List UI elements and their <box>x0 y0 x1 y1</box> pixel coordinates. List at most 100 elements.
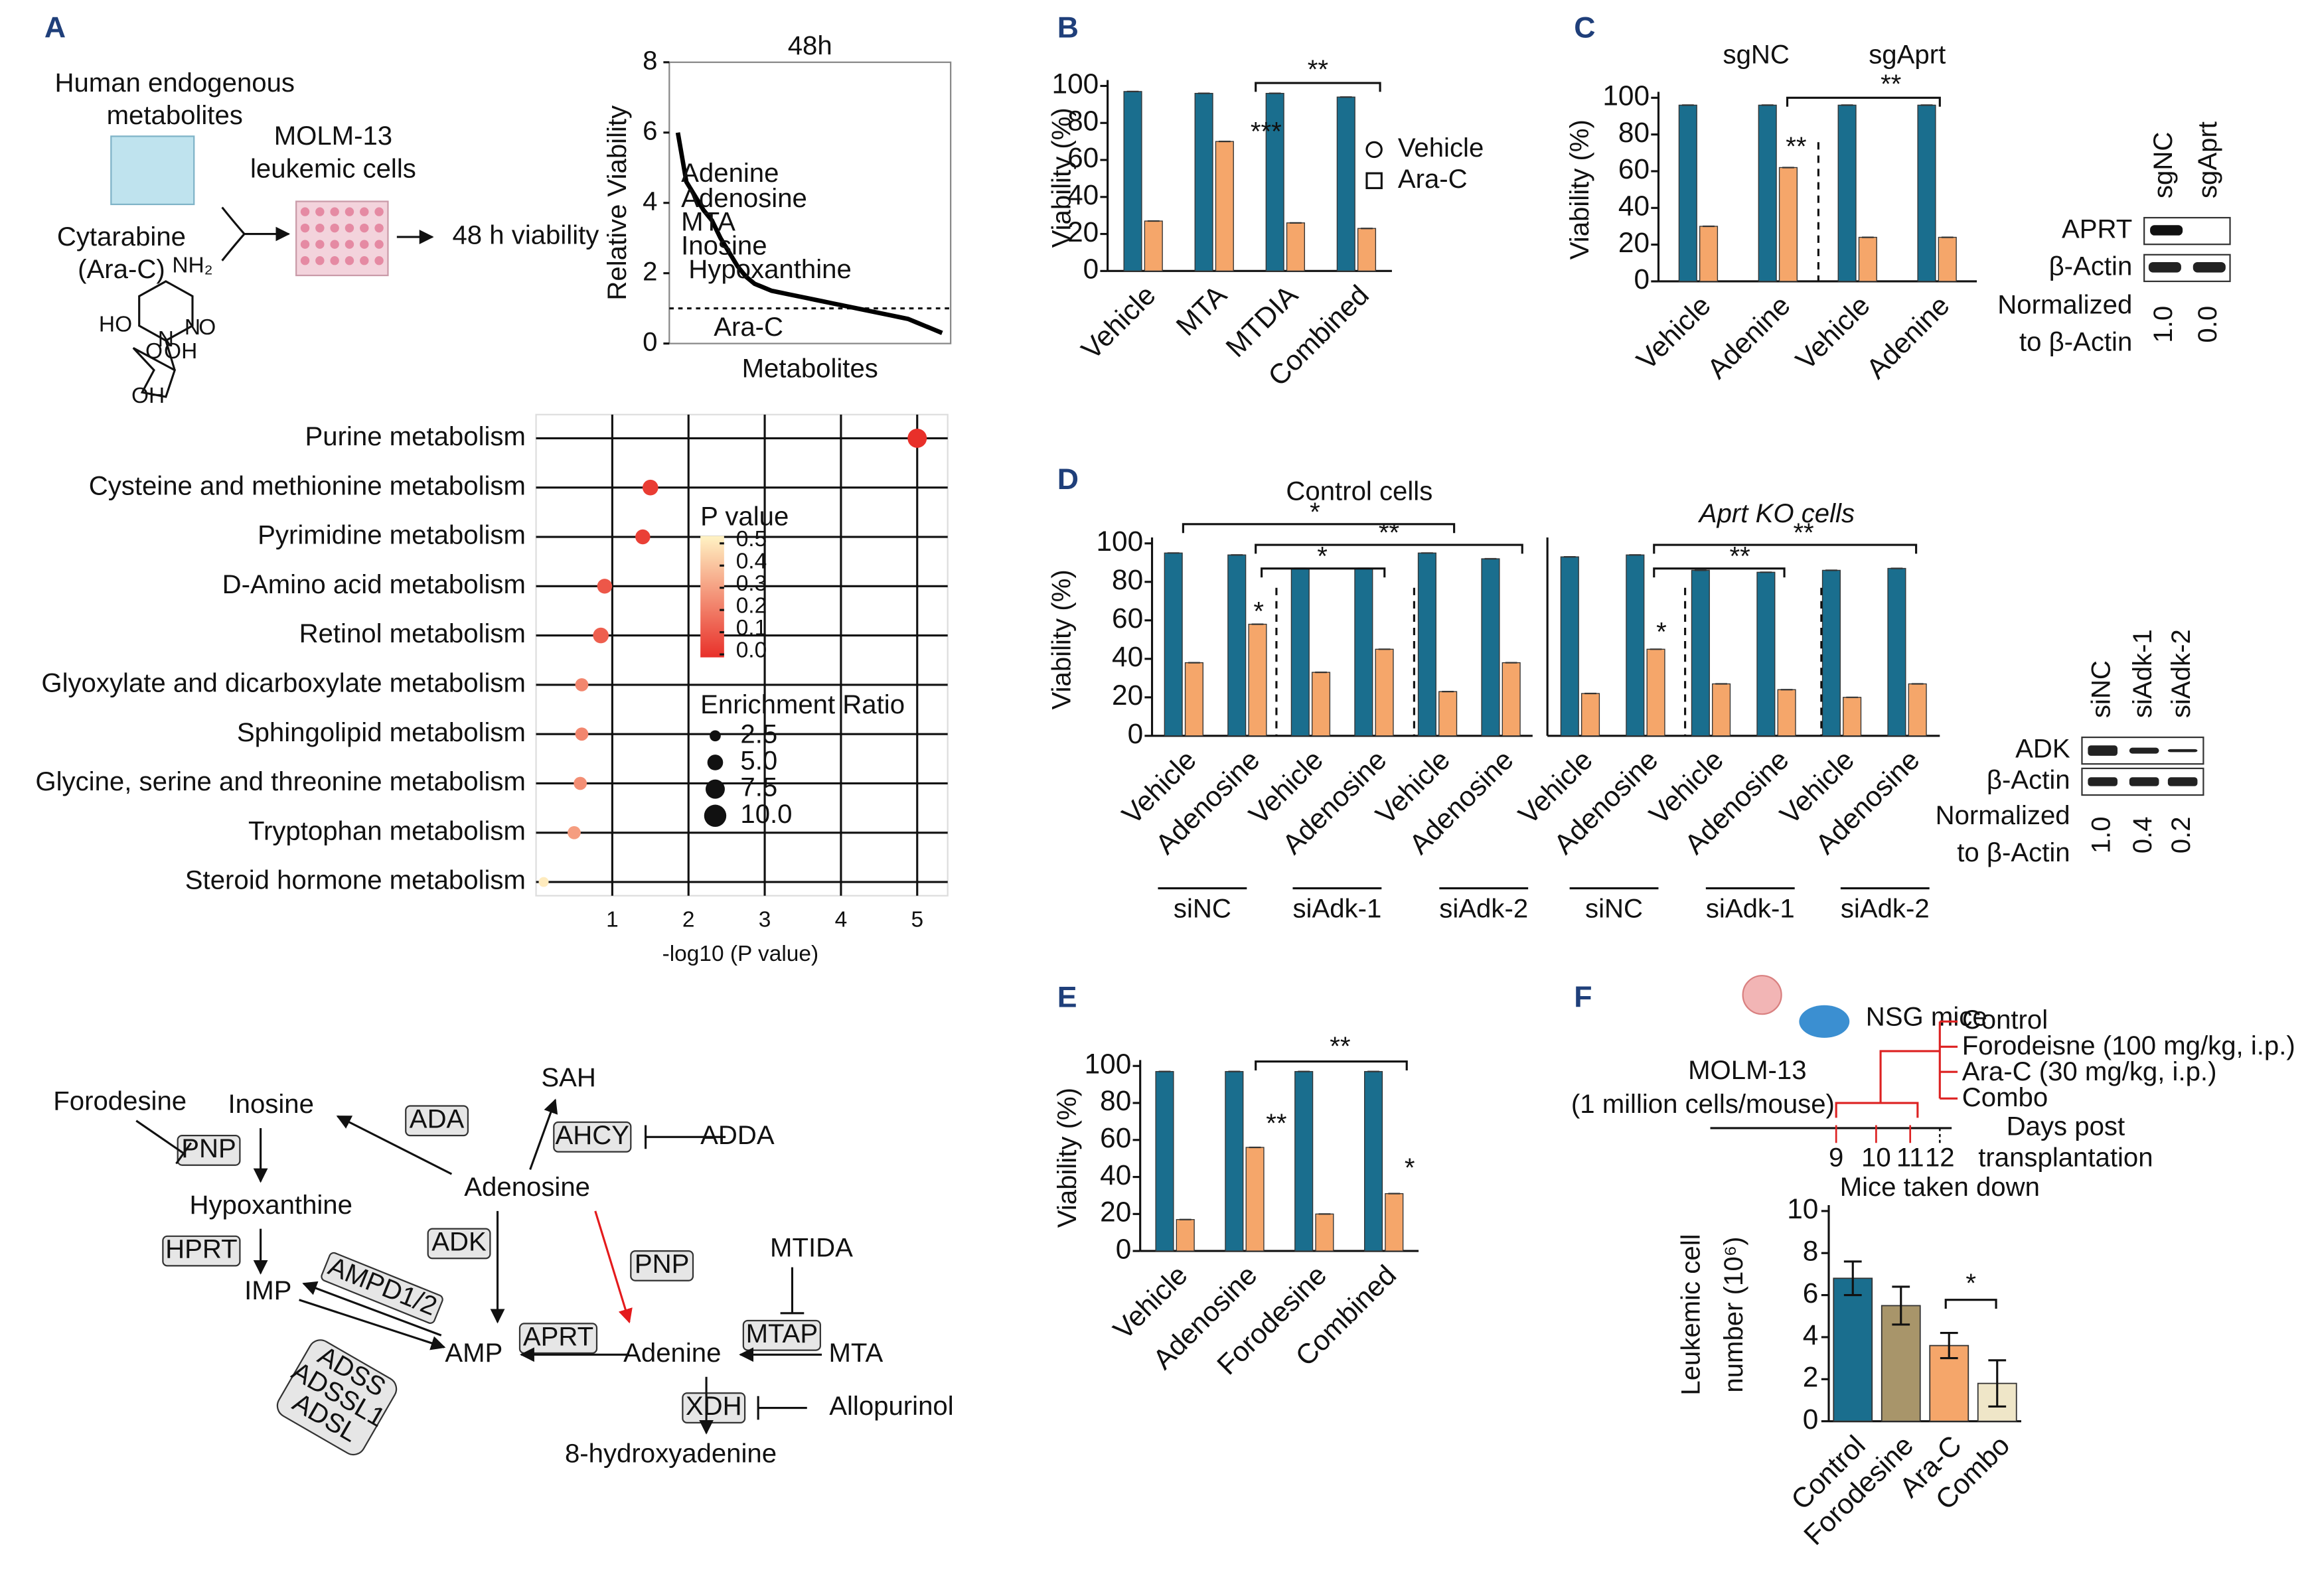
bar <box>1227 554 1247 737</box>
bar <box>1626 554 1645 737</box>
bracket <box>1255 82 1381 92</box>
group-label: siAdk-2 <box>1841 894 1930 924</box>
band <box>2167 777 2198 786</box>
colorbar <box>700 536 724 658</box>
bar <box>1678 104 1697 282</box>
well <box>345 207 354 216</box>
well <box>315 223 325 233</box>
y-tick-label: 4 <box>643 186 657 216</box>
legend-tick: 0.3 <box>736 571 767 596</box>
bar <box>1758 104 1777 282</box>
pathway-node: MTIDA <box>770 1232 853 1262</box>
inhibition <box>780 1267 805 1315</box>
lane-label: siNC <box>2086 660 2116 718</box>
bar <box>1502 662 1521 737</box>
dot <box>538 877 549 887</box>
category-label: D-Amino acid metabolism <box>222 569 526 599</box>
schematic-text: Cytarabine <box>57 222 186 252</box>
bar <box>1438 691 1458 737</box>
chart-title: 48h <box>788 31 832 60</box>
x-tick-label: Adenine <box>1701 289 1796 384</box>
bar <box>1294 1070 1314 1252</box>
day-label: 10 <box>1861 1142 1891 1172</box>
y-tick-label: 0 <box>1803 1404 1819 1435</box>
significance: * <box>1405 1153 1415 1183</box>
well <box>374 223 384 233</box>
well <box>315 256 325 265</box>
axis-label: Days post <box>2007 1112 2125 1141</box>
bar <box>1286 222 1305 272</box>
bar <box>1833 1277 1873 1422</box>
norm-value: 1.0 <box>2148 306 2178 343</box>
significance: ** <box>1730 542 1750 571</box>
pathway-node: Forodesine <box>53 1086 187 1116</box>
bar <box>1837 104 1857 282</box>
band <box>2088 745 2118 756</box>
row-label: β-Actin <box>1987 765 2070 795</box>
bracket <box>1786 96 1941 107</box>
molecule-label: O <box>198 315 216 340</box>
norm-value: 1.0 <box>2086 816 2116 853</box>
enzyme-box <box>518 1323 598 1354</box>
x-tick-label: 4 <box>835 907 848 932</box>
x-tick-label: 2 <box>682 907 695 932</box>
molecule-label: HO <box>99 313 132 337</box>
group-label: siNC <box>1174 894 1231 924</box>
legend-label: Ara-C <box>1398 164 1468 194</box>
legend-label: 2.5 <box>740 719 777 749</box>
well <box>360 207 369 216</box>
category-label: Sphingolipid metabolism <box>237 717 526 747</box>
y-tick-label: 60 <box>1100 1122 1131 1153</box>
well <box>300 240 310 249</box>
annotation: Adenosine <box>681 183 807 213</box>
data-line <box>675 132 943 335</box>
well <box>345 240 354 249</box>
significance: ** <box>1881 69 1901 99</box>
cells-label: (1 million cells/mouse) <box>1571 1089 1835 1119</box>
enzyme-box <box>553 1121 632 1153</box>
bracket <box>1255 1060 1408 1070</box>
legend-dot <box>707 755 724 770</box>
category-label: Glycine, serine and threonine metabolism <box>35 766 526 796</box>
y-tick-label: 0 <box>1634 263 1650 295</box>
panel-label: C <box>1574 12 1595 44</box>
bar <box>1712 683 1731 737</box>
enzyme-label: AHCY <box>556 1120 630 1150</box>
bracket <box>1653 544 1918 554</box>
bar <box>1843 697 1862 737</box>
significance: * <box>1965 1268 1976 1298</box>
molecule-label: NH₂ <box>172 253 212 277</box>
bar <box>1164 552 1183 737</box>
norm-value: 0.0 <box>2193 306 2222 343</box>
day-label: 12 <box>1925 1142 1955 1172</box>
y-tick-label: 80 <box>1067 105 1099 136</box>
molecule-label: OH <box>131 384 165 408</box>
bar <box>1155 1070 1174 1252</box>
bar <box>1646 648 1665 737</box>
mouse <box>1799 1005 1850 1038</box>
category-label: Pyrimidine metabolism <box>258 520 526 550</box>
pathway-node: Hypoxanthine <box>189 1190 352 1220</box>
legend-tick: 0.0 <box>736 638 767 662</box>
annotation: Adenine <box>681 158 779 188</box>
arrow <box>302 1281 442 1337</box>
category-label: Steroid hormone metabolism <box>185 865 526 895</box>
schematic-text: (Ara-C) <box>78 254 165 284</box>
enzyme-label: ADA <box>410 1104 465 1133</box>
y-tick-label: 40 <box>1618 190 1650 222</box>
pathway-node: SAH <box>541 1062 596 1092</box>
bracket <box>1653 567 1786 578</box>
bar <box>1375 648 1394 737</box>
legend-label: 5.0 <box>740 746 777 776</box>
y-tick-label: 20 <box>1100 1197 1131 1228</box>
x-tick-label: MTA <box>1170 279 1233 342</box>
enzyme-label: PNP <box>181 1133 236 1163</box>
x-tick-label: 5 <box>911 907 923 932</box>
y-tick-label: 80 <box>1618 117 1650 148</box>
schematic-text: metabolites <box>107 100 243 130</box>
cells <box>1742 975 1782 1015</box>
dot <box>597 579 613 594</box>
error-bar <box>1940 1332 1958 1360</box>
significance: ** <box>1308 54 1328 84</box>
bar <box>1363 1070 1383 1252</box>
